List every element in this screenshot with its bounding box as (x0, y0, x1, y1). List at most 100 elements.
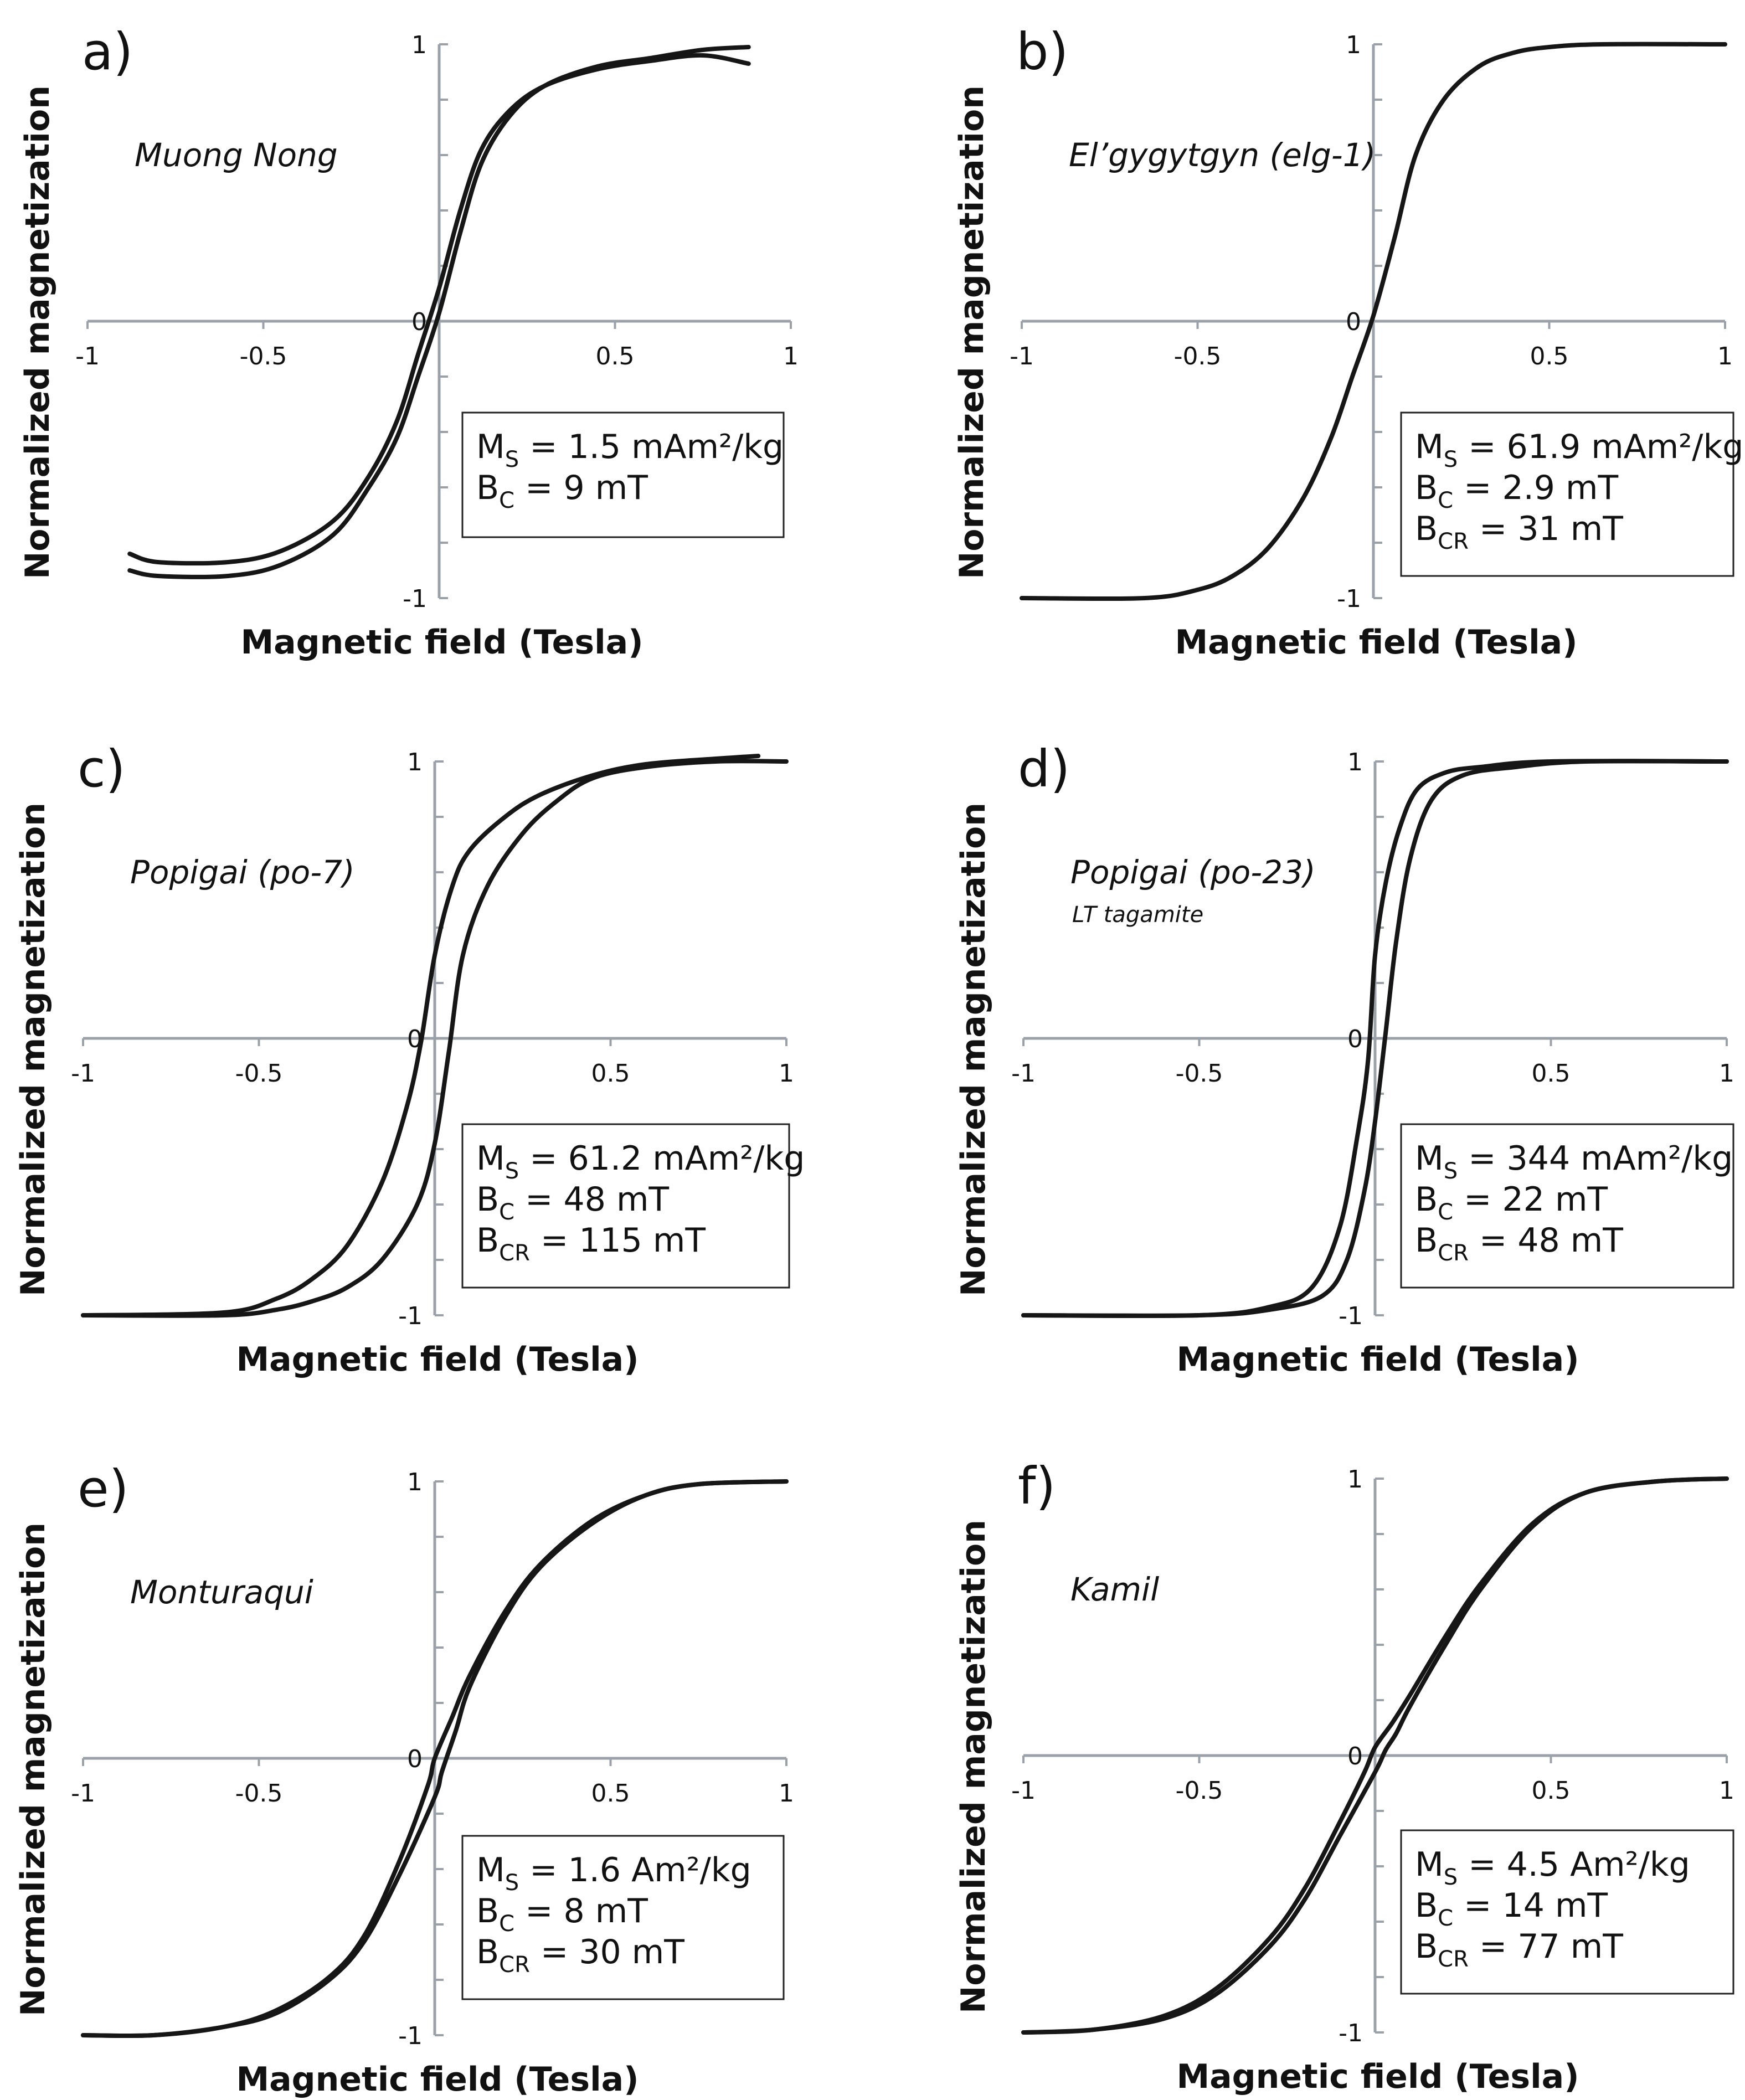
hysteresis-panel-f: -1 -0.5 0.5 1 1 0 -1 f) Kamil Normalized magnetiz… (954, 1456, 1734, 2096)
x-axis-title: Magnetic field (Tesla) (1176, 2057, 1579, 2096)
x-tick-label: 1 (783, 342, 799, 370)
stats-line: MS = 61.9 mAm²/kg (1415, 428, 1743, 472)
sample-name: Muong Nong (135, 136, 338, 174)
sample-name: Popigai (po-7) (130, 853, 355, 891)
x-tick-label: -1 (1011, 1059, 1036, 1088)
x-axis-title: Magnetic field (Tesla) (1176, 1340, 1579, 1379)
x-axis-title: Magnetic field (Tesla) (236, 2060, 639, 2099)
hysteresis-curve-1 (127, 53, 751, 566)
stats-line: BC = 48 mT (476, 1180, 669, 1225)
x-tick-label: -0.5 (240, 342, 287, 370)
x-tick-label: -0.5 (1174, 342, 1222, 370)
hysteresis-panel-e: -1 -0.5 0.5 1 1 0 -1 e) Monturaqui Normalized mag… (14, 1459, 794, 2099)
hysteresis-panel-b: -1 -0.5 0.5 1 1 0 -1 b) El’gygytgyn (elg-1) Norma… (953, 22, 1743, 662)
stats-line: BC = 22 mT (1415, 1180, 1608, 1225)
hysteresis-curve-2 (127, 45, 751, 579)
y-axis-title: Normalized magnetization (14, 802, 53, 1296)
x-tick-label: 0.5 (1532, 1059, 1571, 1088)
panel-label: b) (1016, 22, 1068, 81)
stats-line: MS = 1.5 mAm²/kg (476, 428, 784, 472)
x-tick-label: 0.5 (591, 1779, 630, 1808)
x-tick-label: 0.5 (1530, 342, 1569, 370)
hysteresis-panel-c: -1 -0.5 0.5 110-1c)Popigai (po-7)Normalized… (14, 739, 805, 1379)
stats-box (1400, 411, 1734, 577)
y-tick-label: 1 (1347, 748, 1363, 776)
y-tick-label: 1 (1347, 1465, 1363, 1494)
y-tick-label: -1 (1339, 2019, 1363, 2047)
x-tick-label: 0.5 (596, 342, 635, 370)
stats-line: BCR = 30 mT (476, 1933, 684, 1978)
stats-line: BCR = 31 mT (1415, 509, 1623, 554)
y-tick-label: -1 (403, 585, 427, 613)
x-tick-label: 1 (1717, 342, 1733, 370)
x-tick-label: -1 (71, 1059, 95, 1088)
x-tick-label: 1 (779, 1059, 794, 1088)
stats-line: MS = 61.2 mAm²/kg (476, 1139, 805, 1184)
hysteresis-panel-d: -1 -0.5 0.5 1 1 0 -1 d) Popigai (po-23) LT tagami… (954, 739, 1734, 1379)
y-tick-label: -1 (1339, 1302, 1363, 1330)
y-tick-label: -1 (398, 2022, 423, 2050)
x-tick-label: -1 (75, 342, 100, 370)
hysteresis-curve-2 (81, 1479, 789, 2039)
x-tick-label: -1 (1011, 1777, 1036, 1805)
stats-box (461, 1835, 785, 2000)
stats-box (1400, 1829, 1734, 1995)
x-axis-title: Magnetic field (Tesla) (236, 1340, 639, 1379)
y-tick-label: 1 (1346, 31, 1361, 59)
y-tick-label: 0 (1347, 1742, 1363, 1770)
hysteresis-curve-1 (1020, 42, 1727, 601)
panel-label: e) (78, 1459, 129, 1519)
sample-name: Monturaqui (130, 1573, 313, 1611)
x-tick-label: 0.5 (591, 1059, 630, 1088)
panel-label: a) (82, 22, 133, 81)
y-tick-label: -1 (1337, 585, 1361, 613)
x-tick-label: -0.5 (235, 1059, 283, 1088)
stats-line: BC = 2.9 mT (1415, 469, 1618, 513)
sample-name: Popigai (po-23) (1070, 853, 1316, 891)
stats-line: BCR = 115 mT (476, 1221, 706, 1266)
y-axis-title: Normalized magnetization (953, 85, 991, 579)
y-tick-label: 1 (407, 748, 423, 776)
panel-label: d) (1018, 739, 1070, 799)
x-tick-label: 1 (1719, 1777, 1734, 1805)
stats-line: BC = 14 mT (1415, 1886, 1608, 1931)
hysteresis-curve-2 (1021, 1476, 1729, 2035)
stats-line: BC = 8 mT (476, 1892, 648, 1937)
x-tick-label: 1 (779, 1779, 794, 1808)
y-axis-title: Normalized magnetization (14, 1522, 53, 2016)
y-tick-label: 1 (407, 1468, 423, 1496)
y-tick-label: 0 (407, 1745, 423, 1773)
stats-line: MS = 1.6 Am²/kg (476, 1851, 751, 1896)
stats-line: BCR = 77 mT (1415, 1927, 1623, 1972)
stats-line: MS = 4.5 Am²/kg (1415, 1845, 1690, 1890)
y-tick-label: -1 (398, 1302, 423, 1330)
stats-box (1400, 1123, 1734, 1289)
x-tick-label: 1 (1719, 1059, 1734, 1088)
sample-name: Kamil (1070, 1571, 1159, 1608)
x-tick-label: -1 (71, 1779, 95, 1808)
hysteresis-curve-1 (1021, 759, 1729, 1319)
hysteresis-curve-2 (81, 759, 789, 1318)
x-tick-label: 0.5 (1532, 1777, 1571, 1805)
stats-box (461, 1123, 790, 1289)
y-tick-label: 1 (411, 31, 427, 59)
x-axis-title: Magnetic field (Tesla) (1175, 623, 1577, 662)
y-tick-label: 0 (1347, 1025, 1363, 1053)
x-axis-title: Magnetic field (Tesla) (240, 623, 643, 662)
y-axis-title: Normalized magnetization (954, 802, 993, 1296)
y-axis-title: Normalized magnetization (18, 85, 57, 579)
x-tick-label: -0.5 (1176, 1059, 1223, 1088)
hysteresis-curve-1 (81, 754, 761, 1317)
stats-line: BC = 9 mT (476, 469, 648, 513)
sample-subtitle: LT tagamite (1072, 902, 1203, 928)
y-tick-label: 0 (1346, 308, 1361, 336)
panel-label: f) (1018, 1456, 1056, 1516)
x-tick-label: -0.5 (1176, 1777, 1223, 1805)
x-tick-label: -1 (1010, 342, 1034, 370)
sample-name: El’gygytgyn (elg-1) (1069, 136, 1376, 174)
stats-line: MS = 344 mAm²/kg (1415, 1139, 1733, 1184)
stats-line: BCR = 48 mT (1415, 1221, 1623, 1266)
x-tick-label: -0.5 (235, 1779, 283, 1808)
